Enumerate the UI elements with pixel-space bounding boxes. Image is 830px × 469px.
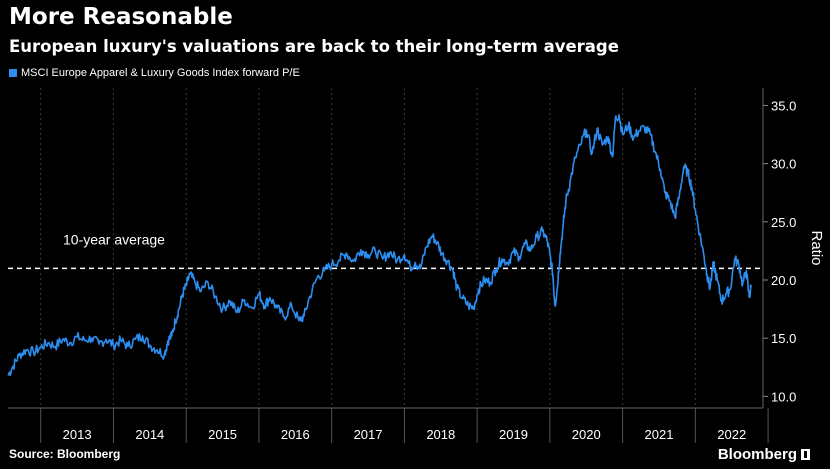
x-tick-label: 2016 bbox=[281, 427, 310, 442]
axes bbox=[8, 88, 769, 443]
y-axis-title: Ratio bbox=[808, 230, 825, 265]
series-line-group bbox=[7, 114, 753, 377]
y-tick-labels: 10.0 15.0 20.0 25.0 30.0 35.0 Ratio bbox=[771, 98, 825, 404]
vertical-gridlines bbox=[40, 88, 696, 408]
y-tick-label: 20.0 bbox=[771, 273, 796, 288]
chart-subtitle: European luxury's valuations are back to… bbox=[9, 37, 619, 56]
x-tick-label: 2017 bbox=[354, 427, 383, 442]
x-tick-label: 2019 bbox=[499, 427, 528, 442]
x-tick-label: 2014 bbox=[135, 427, 164, 442]
legend: MSCI Europe Apparel & Luxury Goods Index… bbox=[9, 67, 300, 79]
average-line-group: 10-year average bbox=[8, 231, 763, 270]
x-tick-label: 2013 bbox=[63, 427, 92, 442]
source-note: Source: Bloomberg bbox=[9, 447, 121, 461]
legend-label: MSCI Europe Apparel & Luxury Goods Index… bbox=[21, 67, 300, 79]
y-tick-label: 30.0 bbox=[771, 157, 796, 172]
y-tick-label: 10.0 bbox=[771, 389, 796, 404]
x-tick-label: 2022 bbox=[717, 427, 746, 442]
brand-logo: Bloomberg bbox=[718, 446, 810, 463]
y-tick-label: 35.0 bbox=[771, 98, 796, 113]
chart-title: More Reasonable bbox=[9, 4, 233, 30]
legend-swatch bbox=[9, 69, 17, 77]
x-tick-label: 2018 bbox=[426, 427, 455, 442]
x-tick-label: 2015 bbox=[208, 427, 237, 442]
average-label: 10-year average bbox=[63, 231, 165, 247]
x-tick-label: 2020 bbox=[572, 427, 601, 442]
bloomberg-mark-icon bbox=[801, 449, 810, 460]
series-line bbox=[7, 114, 753, 377]
y-tick-label: 15.0 bbox=[771, 331, 796, 346]
x-tick-labels: 2013 2014 2015 2016 2017 2018 2019 2020 2021 2022 bbox=[63, 427, 747, 442]
brand-name: Bloomberg bbox=[717, 446, 797, 463]
y-tick-label: 25.0 bbox=[771, 215, 796, 230]
x-tick-label: 2021 bbox=[645, 427, 674, 442]
